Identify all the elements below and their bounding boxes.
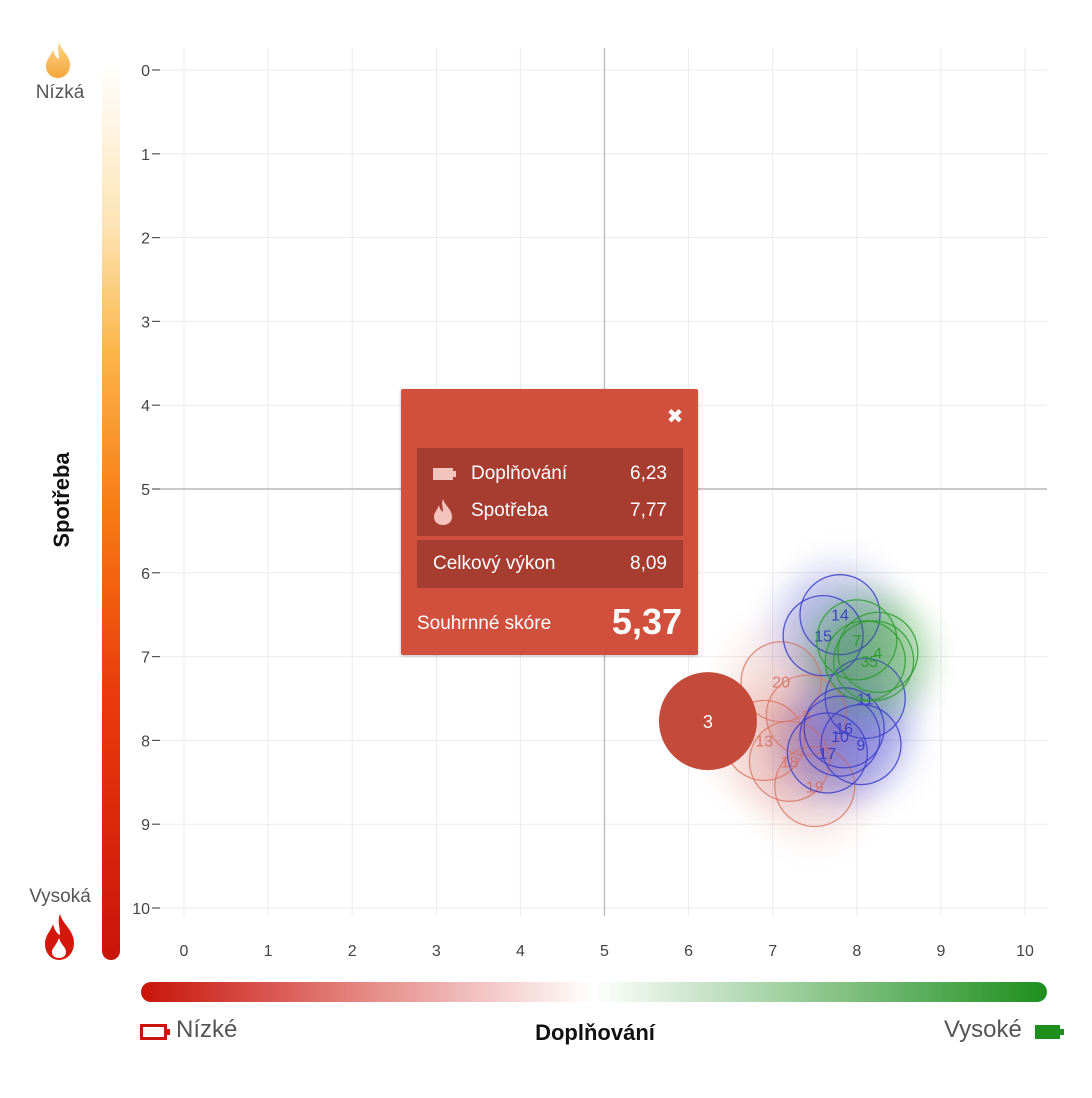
tooltip-row-refill: Doplňování 6,23 <box>417 456 683 492</box>
data-point-label: 17 <box>818 746 836 763</box>
data-point <box>820 703 902 786</box>
battery-icon <box>433 468 456 480</box>
close-icon[interactable]: ✖ <box>666 404 684 428</box>
density-clouds <box>706 556 936 845</box>
battery-full-icon <box>1035 1025 1064 1039</box>
y-scale-high-label: Vysoká <box>29 886 91 907</box>
y-tick-label: 5 <box>141 482 150 499</box>
summary-score-value: 5,37 <box>611 601 682 642</box>
highlighted-point-label: 3 <box>703 712 713 732</box>
data-point-label: 14 <box>831 608 849 625</box>
tooltip-metrics: Doplňování 6,23 Spotřeba 7,77 <box>417 448 683 536</box>
tooltip-row-label: Doplňování <box>471 463 568 484</box>
flame-icon <box>434 499 452 525</box>
density-cloud <box>769 694 886 811</box>
data-point <box>837 611 919 694</box>
data-point <box>799 574 881 656</box>
x-scale-gradient-bar <box>141 982 1047 1002</box>
battery-empty-icon <box>140 1024 170 1040</box>
performance-value: 8,09 <box>630 553 667 574</box>
x-scale-high: Vysoké <box>944 1016 1064 1044</box>
x-tick-label: 3 <box>432 943 441 960</box>
x-scale-high-label: Vysoké <box>944 1016 1022 1043</box>
data-point <box>799 695 881 777</box>
y-tick-label: 6 <box>141 566 150 583</box>
y-axis-title: Spotřeba <box>49 452 74 548</box>
y-tick-label: 8 <box>141 733 150 750</box>
x-tick-label: 2 <box>348 943 357 960</box>
tooltip-row-value: 6,23 <box>630 463 667 484</box>
x-tick-label: 0 <box>180 943 189 960</box>
y-tick-label: 10 <box>132 901 150 918</box>
y-tick-label: 2 <box>141 231 150 248</box>
x-tick-label: 10 <box>1016 943 1034 960</box>
x-tick-label: 9 <box>936 943 945 960</box>
tooltip-row-performance: Celkový výkon 8,09 <box>417 546 683 582</box>
tooltip-row-consumption: Spotřeba 7,77 <box>417 493 683 529</box>
summary-score-label: Souhrnné skóre <box>417 613 552 634</box>
y-tick-label: 7 <box>141 650 150 667</box>
x-tick-label: 8 <box>852 943 861 960</box>
highlighted-point <box>658 672 757 771</box>
tooltip-row-label: Spotřeba <box>471 500 549 521</box>
data-point-label: 16 <box>835 721 853 738</box>
tooltip-performance: Celkový výkon 8,09 <box>417 540 683 588</box>
data-point <box>816 599 898 681</box>
tooltip-row-value: 7,77 <box>630 500 667 521</box>
data-point-label: 13 <box>755 733 773 750</box>
x-tick-label: 1 <box>264 943 273 960</box>
data-point-label: 5 <box>869 654 878 671</box>
data-point-label: 18 <box>781 754 799 771</box>
data-point <box>824 620 906 702</box>
data-point <box>786 712 869 794</box>
x-scale-low-label: Nízké <box>176 1016 238 1043</box>
flame-icon <box>45 914 74 960</box>
y-tick-label: 3 <box>141 314 150 331</box>
data-point <box>748 720 831 802</box>
x-tick-label: 7 <box>768 943 777 960</box>
data-point-label: 7 <box>852 633 861 650</box>
x-tick-label: 5 <box>600 943 609 960</box>
y-tick-label: 0 <box>141 63 150 80</box>
data-point-label: 4 <box>873 645 882 662</box>
y-scale-gradient-bar <box>102 64 120 960</box>
data-point <box>782 595 864 677</box>
performance-label: Celkový výkon <box>433 553 556 574</box>
data-point-label: 3 <box>861 654 870 671</box>
y-tick-label: 4 <box>141 398 150 415</box>
y-scale-low-label: Nízká <box>35 82 85 103</box>
data-point <box>832 620 915 702</box>
x-axis-title: Doplňování <box>535 1020 655 1045</box>
data-tooltip: ✖ Doplňování 6,23 Spotřeba 7,77 Celkový … <box>401 389 698 655</box>
y-tick-label: 9 <box>141 817 150 834</box>
flame-icon <box>46 42 70 78</box>
y-tick-label: 1 <box>141 147 150 164</box>
data-point-label: 10 <box>831 729 849 746</box>
x-tick-label: 4 <box>516 943 525 960</box>
x-tick-label: 6 <box>684 943 693 960</box>
density-cloud <box>807 602 924 719</box>
data-point-label: 15 <box>814 629 832 646</box>
data-point-label: 9 <box>857 738 866 755</box>
data-point-label: 3 <box>802 708 811 725</box>
